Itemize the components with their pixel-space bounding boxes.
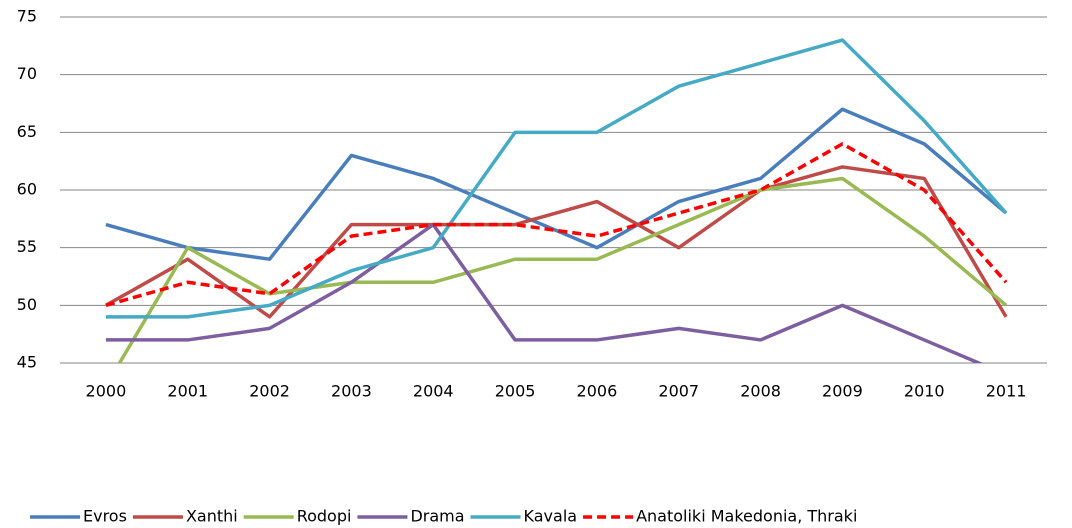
series-line bbox=[105, 142, 1008, 308]
series-line bbox=[105, 38, 1008, 319]
legend-label: Rodopi bbox=[297, 507, 352, 526]
legend-label: Kavala bbox=[524, 507, 578, 526]
series-line bbox=[105, 107, 1008, 261]
y-tick-label: 60 bbox=[17, 180, 37, 199]
y-tick-label: 55 bbox=[17, 237, 37, 256]
series-line bbox=[105, 222, 984, 363]
x-tick-label: 2003 bbox=[331, 382, 372, 401]
x-tick-label: 2007 bbox=[658, 382, 699, 401]
x-tick-label: 2006 bbox=[577, 382, 618, 401]
y-tick-label: 45 bbox=[17, 353, 37, 372]
x-tick-label: 2005 bbox=[495, 382, 536, 401]
x-tick-label: 2008 bbox=[740, 382, 781, 401]
y-tick-label: 75 bbox=[17, 7, 37, 26]
legend-label: Drama bbox=[410, 507, 464, 526]
plot-area bbox=[105, 38, 1008, 363]
x-tick-label: 2010 bbox=[904, 382, 945, 401]
y-tick-label: 70 bbox=[17, 64, 37, 83]
legend-label: Evros bbox=[83, 507, 127, 526]
x-tick-label: 2000 bbox=[86, 382, 127, 401]
legend-label: Xanthi bbox=[186, 507, 238, 526]
series-line bbox=[117, 176, 1008, 363]
y-tick-label: 50 bbox=[17, 295, 37, 314]
x-tick-label: 2001 bbox=[167, 382, 208, 401]
x-tick-label: 2011 bbox=[986, 382, 1027, 401]
x-tick-label: 2009 bbox=[822, 382, 863, 401]
x-tick-label: 2004 bbox=[413, 382, 454, 401]
y-tick-label: 65 bbox=[17, 122, 37, 141]
legend-label: Anatoliki Makedonia, Thraki bbox=[636, 507, 857, 526]
series-line bbox=[105, 165, 1008, 319]
x-tick-label: 2002 bbox=[249, 382, 290, 401]
